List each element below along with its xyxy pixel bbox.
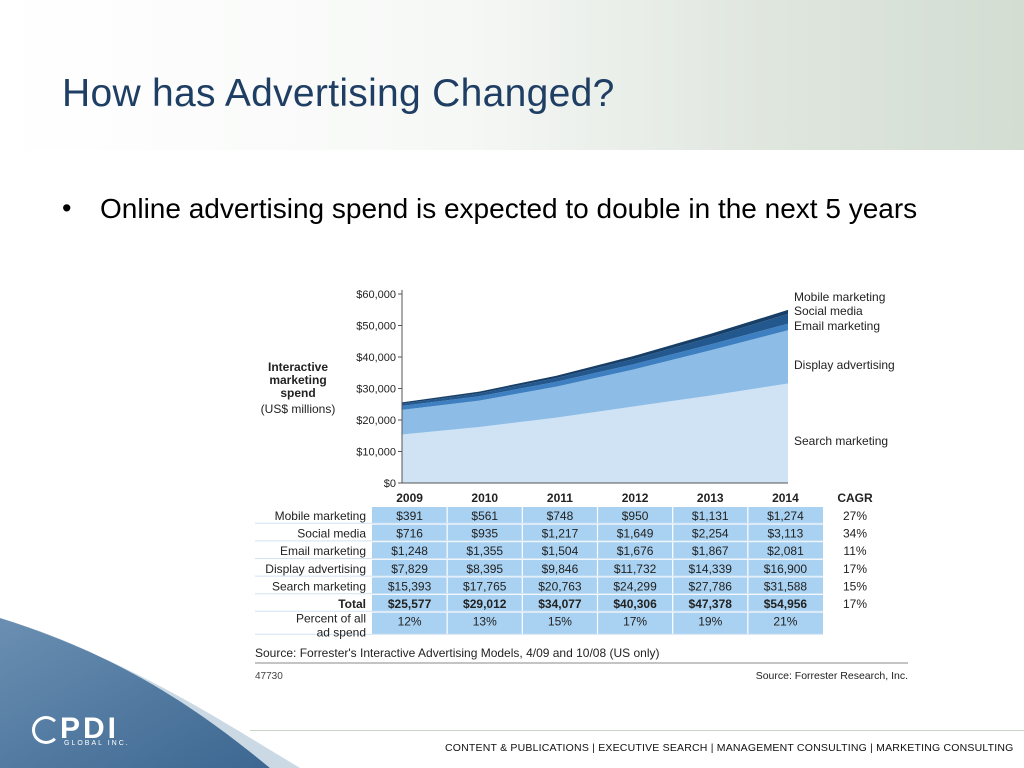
table-cagr-value: 17% <box>843 597 867 611</box>
y-tick-label: $50,000 <box>356 321 396 333</box>
table-cell-value: $950 <box>622 509 649 523</box>
table-cell-value: $748 <box>547 509 574 523</box>
source-note: Source: Forrester's Interactive Advertis… <box>255 646 659 660</box>
area-email-marketing <box>402 323 788 410</box>
footer-rule <box>250 730 1024 731</box>
table-cagr-value: 27% <box>843 509 867 523</box>
table-cell-value: $1,504 <box>542 544 579 558</box>
table-row-label: Display advertising <box>265 562 366 576</box>
y-tick-label: $40,000 <box>356 352 396 364</box>
table-cell-value: $716 <box>396 527 423 541</box>
table-row-label: Social media <box>297 527 366 541</box>
table-cell-value: $1,355 <box>466 544 503 558</box>
logo-wordmark: PDI <box>60 712 120 745</box>
y-tick-label: $30,000 <box>356 384 396 396</box>
table-cagr-header: CAGR <box>837 491 873 505</box>
table-row-label: Percent of all <box>296 612 366 626</box>
footer-services: CONTENT & PUBLICATIONS | EXECUTIVE SEARC… <box>445 742 1014 754</box>
table-cell-value: $2,081 <box>767 544 804 558</box>
table-cell-value: $1,131 <box>692 509 729 523</box>
table-row-label: ad spend <box>317 626 366 640</box>
table-row-label: Mobile marketing <box>275 509 366 523</box>
table-cell-value: $25,577 <box>388 597 432 611</box>
legend-label-search-marketing: Search marketing <box>794 434 888 448</box>
table-cagr-value: 15% <box>843 579 867 593</box>
legend-label-email-marketing: Email marketing <box>794 319 880 333</box>
table-cell-value: $27,786 <box>689 579 733 593</box>
table-cell-value: $8,395 <box>466 562 503 576</box>
table-year-header: 2010 <box>471 491 498 505</box>
bullet-marker: • <box>62 193 72 223</box>
table-cell-value: $1,867 <box>692 544 729 558</box>
table-cell-value: 15% <box>548 615 572 629</box>
table-cell-value: $1,274 <box>767 509 804 523</box>
table-cagr-value: 11% <box>843 544 866 558</box>
table-year-header: 2013 <box>697 491 724 505</box>
area-search-marketing <box>402 383 788 483</box>
table-cell-value: $2,254 <box>692 527 729 541</box>
y-axis-unit: (US$ millions) <box>261 402 336 416</box>
bullet-text: Online advertising spend is expected to … <box>100 193 918 224</box>
table-year-header: 2011 <box>547 491 573 505</box>
table-cell-value: 17% <box>623 615 647 629</box>
table-cell-value: $24,299 <box>613 579 657 593</box>
table-cell-value: $7,829 <box>391 562 428 576</box>
y-axis-title-line: Interactive <box>268 360 328 374</box>
table-cell-value: $15,393 <box>388 579 432 593</box>
table-cagr-value: 17% <box>843 562 867 576</box>
table-cell-value: $40,306 <box>613 597 657 611</box>
table-year-header: 2012 <box>622 491 649 505</box>
logo-subtitle: GLOBAL INC. <box>64 740 130 747</box>
legend-label-display-advertising: Display advertising <box>794 358 895 372</box>
table-cagr-value: 34% <box>843 527 867 541</box>
table-cell-value: $20,763 <box>538 579 582 593</box>
table-cell-value: $391 <box>396 509 423 523</box>
table-cell-value: $16,900 <box>764 562 808 576</box>
table-cell-value: $1,217 <box>542 527 579 541</box>
y-axis-title-line: marketing <box>269 373 326 387</box>
slide-title: How has Advertising Changed? <box>62 72 615 115</box>
table-year-header: 2009 <box>396 491 423 505</box>
legend-label-mobile-marketing: Mobile marketing <box>794 290 885 304</box>
y-tick-label: $0 <box>384 478 396 490</box>
figure-id: 47730 <box>255 671 283 682</box>
table-row-label: Search marketing <box>272 579 366 593</box>
table-cell-value: $3,113 <box>768 527 804 541</box>
table-cell-value: $935 <box>471 527 498 541</box>
title-band <box>0 0 1024 150</box>
table-cell-value: $54,956 <box>764 597 808 611</box>
table-row-label: Email marketing <box>280 544 366 558</box>
table-cell-value: 19% <box>698 615 722 629</box>
table-row-label: Total <box>338 597 366 611</box>
table-cell-value: $1,649 <box>617 527 654 541</box>
y-tick-label: $10,000 <box>356 447 396 459</box>
area-display-advertising <box>402 330 788 435</box>
table-cell-value: $561 <box>471 509 498 523</box>
table-cell-value: 12% <box>398 615 422 629</box>
table-cell-value: 21% <box>773 615 797 629</box>
y-tick-label: $20,000 <box>356 415 396 427</box>
table-cell-value: $1,676 <box>617 544 654 558</box>
table-cell-value: $1,248 <box>391 544 428 558</box>
y-axis-title-line: spend <box>280 386 315 400</box>
table-cell-value: 13% <box>473 615 497 629</box>
corner-wave-decoration <box>0 618 300 768</box>
table-cell-value: $17,765 <box>463 579 507 593</box>
table-cell-value: $14,339 <box>689 562 733 576</box>
source-credit: Source: Forrester Research, Inc. <box>756 670 908 682</box>
logo-icon <box>32 716 60 744</box>
table-cell-value: $47,378 <box>689 597 733 611</box>
table-cell-value: $11,732 <box>614 562 657 576</box>
table-cell-value: $31,588 <box>764 579 808 593</box>
y-tick-label: $60,000 <box>356 289 396 301</box>
table-cell-value: $34,077 <box>538 597 582 611</box>
legend-label-social-media: Social media <box>794 304 863 318</box>
table-year-header: 2014 <box>772 491 799 505</box>
table-cell-value: $29,012 <box>463 597 507 611</box>
table-cell-value: $9,846 <box>542 562 579 576</box>
